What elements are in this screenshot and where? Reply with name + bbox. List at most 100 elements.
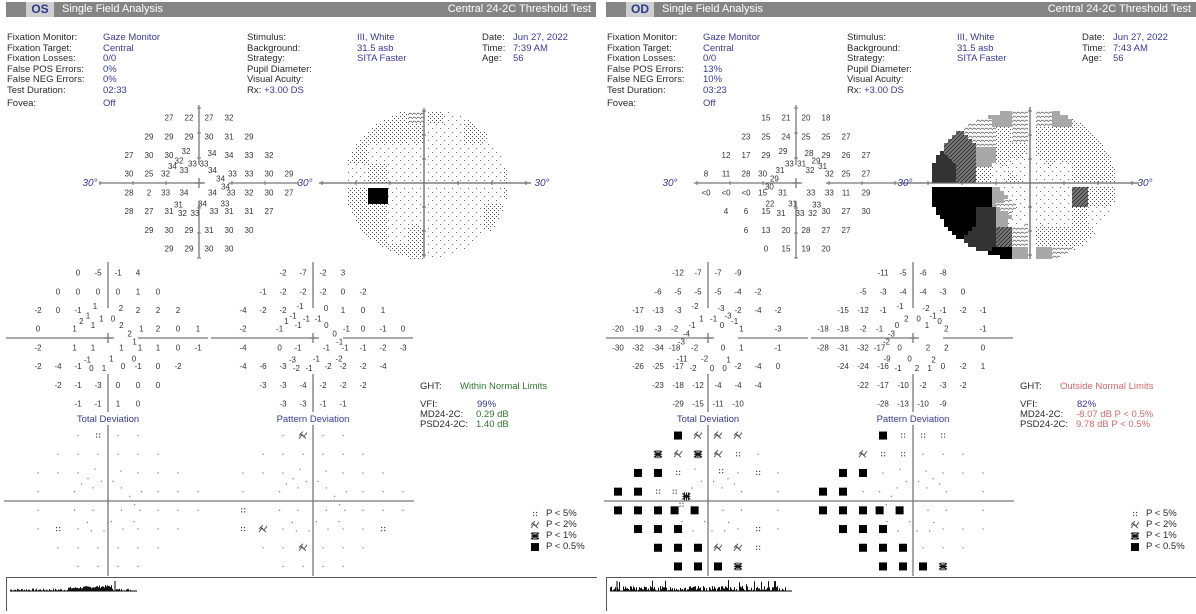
info-label: Date: [1082, 32, 1105, 43]
grayscale-cell [436, 148, 437, 149]
grayscale-cell [1074, 225, 1075, 226]
gaze-bar [773, 587, 774, 591]
grayscale-cell [1082, 125, 1083, 126]
grayscale-cell [1082, 181, 1083, 182]
grayscale-cell [936, 187, 940, 191]
grayscale-cell [1035, 119, 1041, 123]
pattern-probability-normal-dot [282, 434, 284, 437]
grayscale-cell [1102, 205, 1103, 206]
grayscale-cell [1088, 155, 1089, 156]
grayscale-cell [1100, 175, 1101, 176]
grayscale-cell [456, 176, 457, 177]
grayscale-cell [1100, 163, 1101, 164]
grayscale-cell [988, 167, 989, 168]
grayscale-cell [1058, 233, 1059, 234]
grayscale-cell [448, 128, 449, 129]
info-value: 7:43 AM [1113, 42, 1148, 54]
grayscale-cell [1082, 177, 1083, 178]
grayscale-cell [360, 204, 361, 205]
grayscale-cell [1106, 177, 1107, 178]
vfi-value: 99% [477, 399, 497, 410]
threshold-value: 32 [182, 147, 191, 156]
grayscale-cell [1068, 171, 1069, 172]
grayscale-cell [436, 180, 437, 181]
grayscale-cell [1094, 169, 1095, 170]
grayscale-cell [354, 162, 355, 163]
grayscale-cell [1016, 143, 1017, 144]
grayscale-cell [1074, 137, 1075, 138]
grayscale-cell [1007, 234, 1013, 240]
grayscale-cell [972, 191, 976, 195]
threshold-value: 34 [208, 166, 217, 175]
total-deviation-value: 1 [91, 321, 96, 330]
pattern-probability-normal-dot [338, 520, 340, 523]
grayscale-cell [940, 191, 944, 195]
grayscale-cell [1070, 161, 1071, 162]
grayscale-cell [386, 126, 387, 127]
grayscale-cell [380, 132, 381, 133]
grayscale-cell [378, 242, 379, 243]
total-deviation-value: -10 [732, 399, 744, 408]
grayscale-cell [452, 140, 453, 141]
grayscale-cell [972, 231, 976, 235]
gaze-bar [740, 586, 741, 591]
threshold-value: 29 [185, 132, 194, 141]
grayscale-cell [384, 192, 388, 196]
grayscale-cell [986, 177, 987, 178]
grayscale-cell [420, 164, 421, 165]
grayscale-cell [1074, 145, 1075, 146]
grayscale-cell [436, 220, 437, 221]
grayscale-cell [1074, 165, 1075, 166]
grayscale-cell [1080, 243, 1081, 244]
grayscale-cell [476, 188, 477, 189]
grayscale-cell [980, 151, 984, 155]
threshold-value: 30 [758, 170, 767, 179]
pattern-deviation-value: 0 [897, 343, 902, 352]
grayscale-cell [1082, 213, 1083, 214]
grayscale-cell [1023, 111, 1029, 115]
gaze-bar [33, 588, 34, 591]
grayscale-cell [380, 224, 381, 225]
total-deviation-value: -1 [710, 314, 718, 323]
grayscale-cell [384, 152, 385, 153]
grayscale-cell [1066, 157, 1067, 158]
pattern-deviation-value: -17 [874, 343, 886, 352]
grayscale-cell [1016, 247, 1020, 251]
grayscale-cell [1104, 179, 1105, 180]
grayscale-cell [1056, 235, 1057, 236]
total-deviation-value: -25 [652, 362, 664, 371]
grayscale-cell [976, 215, 980, 219]
grayscale-cell [955, 154, 961, 160]
grayscale-cell [360, 212, 361, 213]
grayscale-cell [1042, 149, 1043, 150]
grayscale-cell [486, 210, 487, 211]
threshold-value: 31 [205, 226, 214, 235]
grayscale-cell [486, 138, 487, 139]
grayscale-cell [1020, 219, 1021, 220]
legend-label: P < 2% [1146, 519, 1177, 530]
grayscale-cell [418, 246, 419, 247]
grayscale-cell [406, 114, 407, 115]
pattern-probability-normal-dot [933, 521, 935, 524]
grayscale-cell [1024, 199, 1025, 200]
grayscale-cell [374, 210, 375, 211]
grayscale-cell [948, 163, 952, 167]
grayscale-cell [372, 200, 376, 204]
total-deviation-value: -18 [672, 381, 684, 390]
info-label: Visual Acuity: [847, 74, 904, 85]
threshold-value: 30 [765, 183, 774, 192]
gaze-bar [717, 588, 718, 591]
grayscale-cell [1088, 179, 1089, 180]
grayscale-cell [390, 122, 391, 123]
grayscale-cell [1079, 198, 1085, 204]
pattern-probability-normal-dot [897, 530, 899, 532]
grayscale-cell [362, 222, 363, 223]
grayscale-cell [364, 220, 365, 221]
total-deviation-value: -2 [701, 355, 709, 364]
grayscale-cell [940, 151, 944, 155]
grayscale-cell [1074, 249, 1075, 250]
total-probability-p05-square [634, 468, 642, 477]
grayscale-cell [396, 220, 397, 221]
grayscale-cell [1004, 151, 1005, 152]
grayscale-cell [1083, 194, 1089, 200]
